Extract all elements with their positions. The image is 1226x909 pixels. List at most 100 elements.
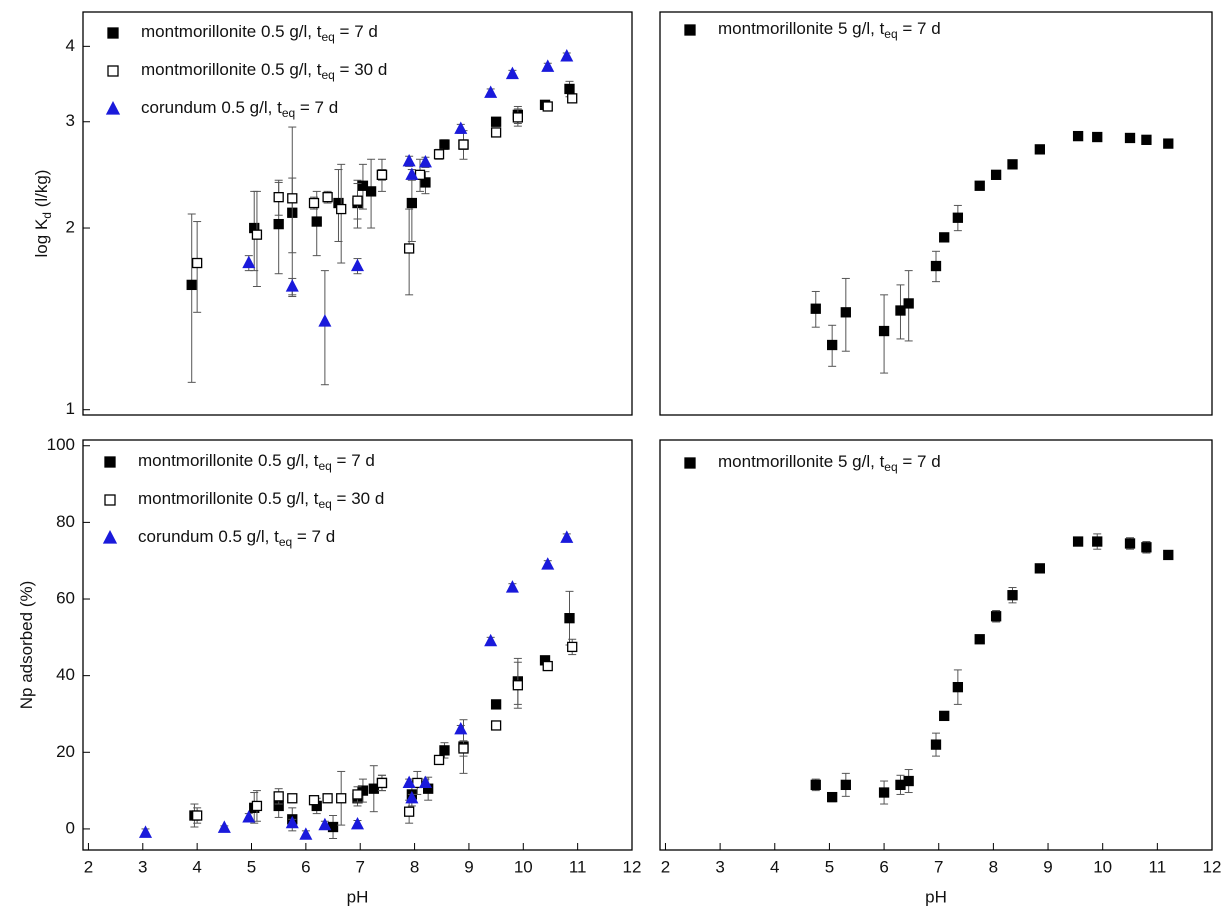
data-point xyxy=(939,232,950,243)
data-point xyxy=(311,216,322,227)
x-tick-label: 8 xyxy=(989,857,998,876)
legend-label-part: montmorillonite 0.5 g/l, t xyxy=(138,489,319,508)
data-point xyxy=(454,721,468,735)
data-point xyxy=(939,710,950,722)
data-point xyxy=(376,169,388,180)
legend-label-part: corundum 0.5 g/l, t xyxy=(141,98,282,117)
data-point xyxy=(1163,138,1174,149)
legend-label: corundum 0.5 g/l, teq = 7 d xyxy=(138,527,335,549)
x-tick-label: 12 xyxy=(623,857,642,876)
data-point xyxy=(350,258,365,272)
data-point xyxy=(990,611,1002,622)
data-point xyxy=(285,815,299,829)
data-point xyxy=(542,660,553,672)
legend-label: montmorillonite 5 g/l, teq = 7 d xyxy=(718,19,941,41)
data-point xyxy=(287,193,298,204)
plot-frame xyxy=(659,11,1213,416)
legend-label: corundum 0.5 g/l, teq = 7 d xyxy=(141,98,338,120)
legend-label-part: = 7 d xyxy=(335,22,378,41)
data-point xyxy=(840,779,851,791)
data-point xyxy=(251,229,263,240)
x-tick-label: 5 xyxy=(247,857,256,876)
x-tick-label: 4 xyxy=(770,857,779,876)
data-point xyxy=(458,139,469,150)
data-point xyxy=(490,127,502,138)
data-point xyxy=(484,85,498,98)
x-tick-label: 3 xyxy=(715,857,724,876)
legend-label: montmorillonite 0.5 g/l, teq = 7 d xyxy=(138,451,375,473)
data-point xyxy=(1034,563,1045,574)
legend-label-part: = 30 d xyxy=(332,489,384,508)
legend-label-part: eq xyxy=(279,535,292,549)
data-point xyxy=(439,139,450,150)
data-point xyxy=(1034,144,1045,155)
data-point xyxy=(322,793,333,804)
data-point xyxy=(952,681,964,693)
legend-label-part: = 7 d xyxy=(292,527,335,546)
legend-label: montmorillonite 0.5 g/l, teq = 30 d xyxy=(138,489,384,511)
data-point xyxy=(1141,134,1152,145)
legend-marker xyxy=(107,27,119,39)
data-point xyxy=(541,59,555,72)
y-axis-label-part: d xyxy=(40,212,54,219)
y-tick-label: 1 xyxy=(66,399,75,418)
data-point xyxy=(564,83,575,95)
x-tick-label: 6 xyxy=(301,857,310,876)
data-point xyxy=(1163,549,1174,561)
legend-label-part: = 30 d xyxy=(335,60,387,79)
x-tick-label: 6 xyxy=(879,857,888,876)
data-point xyxy=(512,112,524,123)
data-point xyxy=(560,530,574,543)
y-axis-label: Np adsorbed (%) xyxy=(17,581,36,710)
data-point xyxy=(878,325,890,337)
data-point xyxy=(273,218,284,230)
y-tick-label: 40 xyxy=(56,665,75,684)
error-bar xyxy=(288,126,297,298)
data-point xyxy=(285,279,299,292)
plot-frame xyxy=(82,11,633,416)
data-point xyxy=(458,743,469,754)
x-tick-label: 10 xyxy=(514,857,533,876)
data-point xyxy=(439,745,450,756)
data-point xyxy=(1092,131,1103,143)
data-point xyxy=(273,791,284,802)
data-point xyxy=(930,260,942,272)
data-point xyxy=(352,195,363,206)
data-point xyxy=(418,775,432,789)
y-tick-label: 80 xyxy=(56,512,75,531)
y-tick-label: 60 xyxy=(56,589,75,608)
x-tick-label: 11 xyxy=(1149,857,1167,876)
data-point xyxy=(242,810,256,823)
data-point xyxy=(903,775,914,787)
x-tick-label: 7 xyxy=(355,857,364,876)
data-point xyxy=(903,298,914,309)
data-point xyxy=(191,810,203,821)
legend-label-part: = 7 d xyxy=(898,19,941,38)
x-tick-label: 2 xyxy=(661,857,670,876)
data-point xyxy=(974,180,985,191)
legend-marker xyxy=(107,65,119,77)
x-axis-label: pH xyxy=(925,887,947,906)
data-point xyxy=(217,820,231,833)
data-point xyxy=(186,279,197,291)
data-point xyxy=(542,101,553,112)
data-point xyxy=(191,257,203,269)
data-point xyxy=(512,680,524,691)
y-axis-label-part: log K xyxy=(32,218,51,257)
data-point xyxy=(560,49,574,62)
legend-label-part: eq xyxy=(884,460,897,474)
data-point xyxy=(365,186,377,197)
data-point xyxy=(251,800,263,812)
legend-label: montmorillonite 5 g/l, teq = 7 d xyxy=(718,452,941,474)
legend-label-part: eq xyxy=(282,106,295,120)
x-tick-label: 3 xyxy=(138,857,147,876)
x-tick-label: 4 xyxy=(192,857,201,876)
data-point xyxy=(1007,159,1018,170)
data-point xyxy=(541,557,555,570)
plot-frame xyxy=(659,439,1213,851)
data-point xyxy=(350,816,365,830)
data-point xyxy=(1072,536,1084,547)
x-tick-label: 9 xyxy=(1043,857,1052,876)
data-point xyxy=(1124,132,1136,144)
